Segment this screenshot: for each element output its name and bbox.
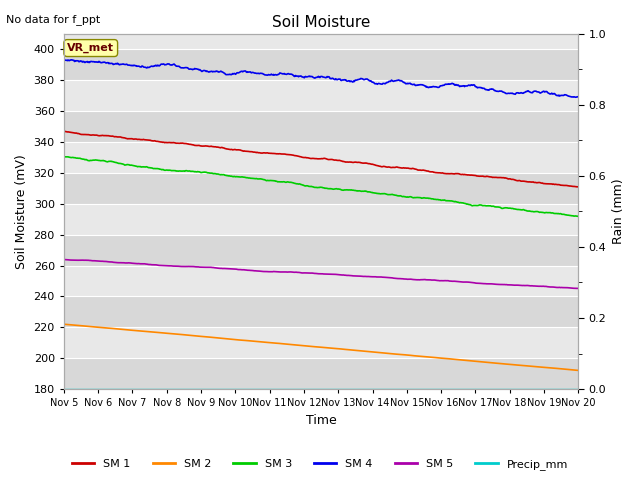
Text: VR_met: VR_met: [67, 43, 115, 53]
Bar: [64, 296, 579, 327]
Bar: [64, 265, 579, 296]
X-axis label: Time: Time: [306, 414, 337, 427]
Bar: [64, 327, 579, 358]
Y-axis label: Soil Moisture (mV): Soil Moisture (mV): [15, 154, 28, 269]
Text: No data for f_ppt: No data for f_ppt: [6, 14, 100, 25]
Bar: [64, 49, 579, 80]
Bar: [64, 80, 579, 111]
Bar: [64, 142, 579, 173]
Bar: [64, 204, 579, 235]
Title: Soil Moisture: Soil Moisture: [272, 15, 371, 30]
Bar: [64, 358, 579, 389]
Legend: SM 1, SM 2, SM 3, SM 4, SM 5, Precip_mm: SM 1, SM 2, SM 3, SM 4, SM 5, Precip_mm: [68, 455, 572, 474]
Bar: [64, 173, 579, 204]
Bar: [64, 111, 579, 142]
Y-axis label: Rain (mm): Rain (mm): [612, 179, 625, 244]
Bar: [64, 235, 579, 265]
